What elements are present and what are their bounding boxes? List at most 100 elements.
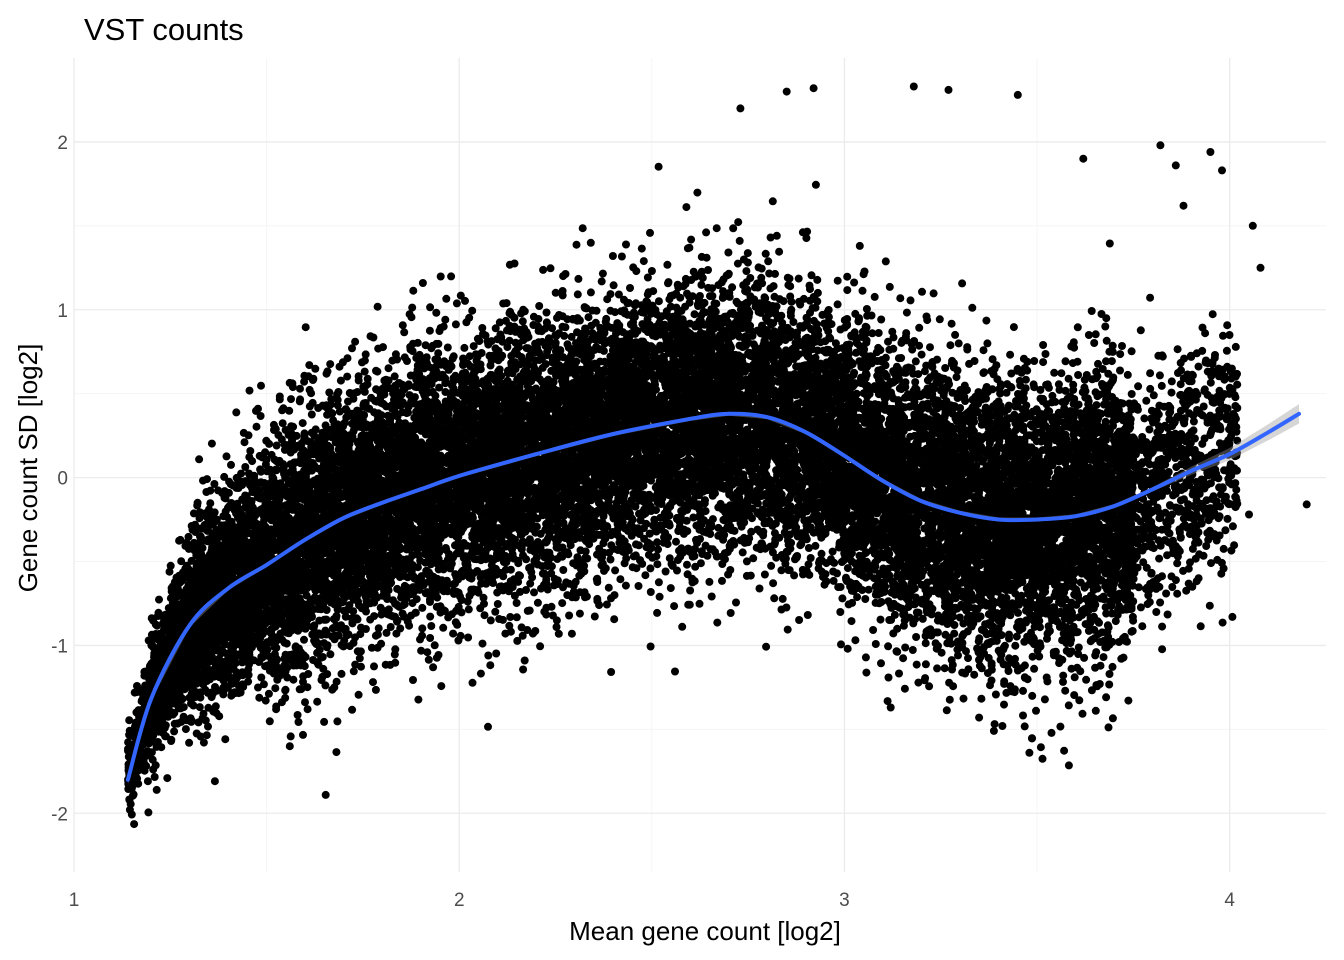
data-point [155, 595, 163, 604]
data-point [464, 605, 473, 614]
data-point [639, 257, 648, 266]
data-point [551, 288, 560, 297]
data-point [240, 438, 249, 447]
data-point [520, 307, 529, 316]
data-point [884, 673, 893, 682]
data-point [337, 669, 346, 678]
data-point [646, 588, 655, 596]
data-point [1173, 589, 1182, 598]
data-point [870, 292, 879, 301]
data-point [369, 678, 377, 687]
data-point [426, 634, 435, 642]
data-point [199, 738, 208, 747]
data-point [672, 537, 680, 546]
data-point [1075, 696, 1084, 705]
data-point [320, 717, 329, 726]
data-point [702, 228, 711, 237]
data-point [1140, 414, 1149, 423]
data-point [777, 566, 786, 575]
data-point [843, 286, 852, 295]
data-point [1162, 589, 1171, 598]
data-point [970, 670, 979, 679]
data-point [256, 412, 265, 420]
data-point [436, 272, 445, 281]
data-point [869, 626, 878, 634]
data-point [827, 320, 836, 329]
data-point [441, 315, 450, 324]
data-point [1231, 342, 1240, 351]
data-point [942, 706, 951, 715]
data-point [1211, 351, 1219, 359]
data-point [1101, 322, 1110, 331]
data-point [893, 647, 902, 656]
data-point [1228, 522, 1237, 531]
data-point [449, 352, 458, 361]
data-point [1082, 675, 1091, 684]
data-point [1056, 722, 1065, 731]
data-point [1176, 496, 1185, 505]
data-point [983, 339, 992, 348]
data-point [796, 541, 805, 550]
data-point [207, 439, 216, 448]
data-point [195, 455, 204, 464]
data-point [512, 613, 521, 622]
data-point [1116, 366, 1124, 375]
data-point [778, 594, 787, 603]
data-point [861, 653, 870, 662]
data-point [163, 774, 172, 783]
data-point [221, 735, 230, 744]
data-point [1124, 696, 1133, 705]
data-point [1218, 618, 1227, 627]
data-point [506, 613, 515, 621]
data-point [724, 248, 733, 257]
data-point [1099, 653, 1108, 662]
data-point [546, 264, 555, 273]
data-point [690, 310, 699, 319]
data-point [409, 676, 417, 684]
data-point [220, 472, 229, 481]
data-point [982, 316, 991, 325]
chart-title: VST counts [84, 12, 244, 47]
data-point [738, 548, 747, 557]
data-point [1019, 686, 1027, 695]
data-point [558, 599, 567, 608]
data-point [770, 594, 779, 603]
data-point [519, 665, 528, 674]
data-point [901, 643, 910, 652]
data-point [265, 717, 274, 726]
data-point [1036, 743, 1045, 752]
data-point [400, 328, 409, 337]
data-point [287, 395, 295, 404]
data-point [902, 308, 911, 317]
data-point [332, 748, 341, 757]
data-points [124, 82, 1311, 829]
data-point [1032, 706, 1040, 715]
data-point [991, 690, 1000, 699]
data-point [486, 616, 495, 625]
data-point [227, 460, 235, 469]
data-point [641, 571, 650, 580]
data-point [1021, 375, 1030, 384]
data-point [512, 599, 521, 607]
data-point [1061, 686, 1070, 695]
data-point [811, 541, 820, 550]
data-point [495, 318, 504, 327]
data-point [1199, 402, 1208, 411]
data-point [935, 315, 944, 324]
data-point [349, 667, 358, 676]
data-point [426, 303, 435, 312]
data-point [1091, 330, 1100, 339]
data-point [1019, 711, 1027, 720]
data-point [542, 308, 551, 317]
data-point [602, 600, 611, 609]
data-point [144, 808, 153, 817]
data-point [705, 577, 714, 586]
data-point [484, 722, 492, 731]
data-point [313, 697, 322, 706]
data-point [1196, 622, 1205, 631]
data-point [646, 564, 655, 573]
data-point [1105, 670, 1114, 678]
data-point [354, 690, 363, 699]
data-point [584, 313, 593, 322]
